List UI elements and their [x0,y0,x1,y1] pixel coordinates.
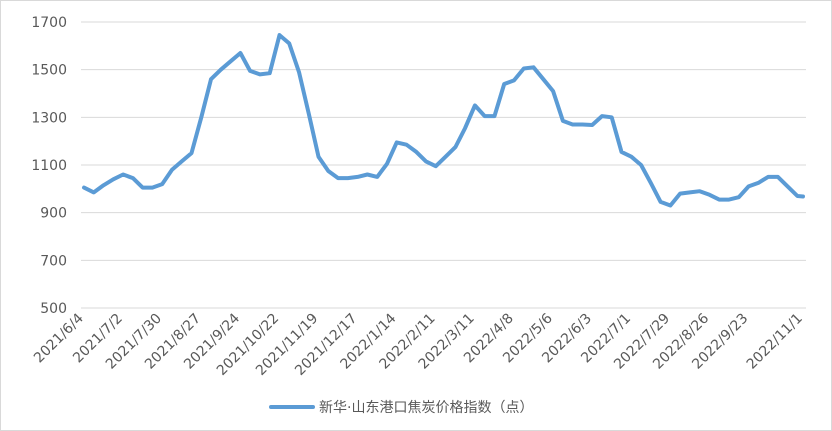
data-point [620,150,624,154]
data-point [229,59,233,63]
data-point [424,159,428,163]
data-point [434,164,438,168]
data-point [111,177,115,181]
data-point [522,67,526,71]
data-point [219,68,223,72]
data-point [170,168,174,172]
data-point [307,112,311,116]
data-point [336,176,340,180]
data-point [649,181,653,185]
data-point [688,190,692,194]
data-point [160,182,164,186]
data-point [326,169,330,173]
data-point [580,123,584,127]
data-point [756,181,760,185]
data-point [131,176,135,180]
data-point [737,195,741,199]
data-point [786,184,790,188]
data-point [317,155,321,159]
data-point [708,193,712,197]
data-point [385,162,389,166]
data-point [248,69,252,73]
data-point [375,175,379,179]
y-tick-label: 1300 [31,110,67,126]
data-point [532,65,536,69]
data-point [190,151,194,155]
data-point [121,173,125,177]
data-point [659,200,663,204]
y-tick-label: 1500 [31,63,67,79]
legend: 新华·山东港口焦炭价格指数（点） [269,400,533,416]
gridlines [81,21,806,309]
data-point [297,70,301,74]
data-point [473,103,477,107]
data-point [395,140,399,144]
data-point [238,51,242,55]
data-point [180,159,184,163]
data-point [795,194,799,198]
data-point [698,189,702,193]
data-point [199,115,203,119]
data-point [82,186,86,190]
series-group [82,33,805,208]
legend-label: 新华·山东港口焦炭价格指数（点） [319,400,533,416]
data-point [561,119,565,123]
y-tick-label: 1700 [31,15,67,31]
data-point [414,150,418,154]
data-point [453,145,457,149]
data-point [801,195,805,199]
data-point [639,163,643,167]
y-tick-label: 900 [40,206,67,222]
data-point [727,198,731,202]
data-point [571,123,575,127]
data-point [493,114,497,118]
data-point [92,190,96,194]
data-point [600,114,604,118]
data-point [629,155,633,159]
data-point [102,183,106,187]
data-point [776,175,780,179]
data-point [678,192,682,196]
data-point [365,173,369,177]
series-line [82,33,805,208]
x-tick-label: 2022/11/1 [744,311,806,373]
data-point [541,77,545,81]
data-point [766,175,770,179]
data-point [444,155,448,159]
y-tick-label: 500 [40,301,67,317]
y-tick-label: 700 [40,253,67,269]
data-point [717,198,721,202]
data-point [483,114,487,118]
data-point [747,184,751,188]
y-axis-tick-labels: 500 700 900 1100 1300 1500 1700 [31,15,67,317]
data-point [209,77,213,81]
data-point [141,186,145,190]
data-point [356,175,360,179]
data-point [502,82,506,86]
data-point [463,126,467,130]
data-point [287,41,291,45]
data-point [278,33,282,37]
y-tick-label: 1100 [31,158,67,174]
data-point [268,71,272,75]
data-point [346,176,350,180]
data-point [512,78,516,82]
data-point [258,72,262,76]
data-point [668,204,672,208]
data-point [405,143,409,147]
data-point [610,115,614,119]
data-point [150,186,154,190]
data-point [590,123,594,127]
data-point [551,89,555,93]
x-axis-tick-labels: 2021/6/42021/7/22021/7/302021/8/272021/9… [31,310,806,378]
